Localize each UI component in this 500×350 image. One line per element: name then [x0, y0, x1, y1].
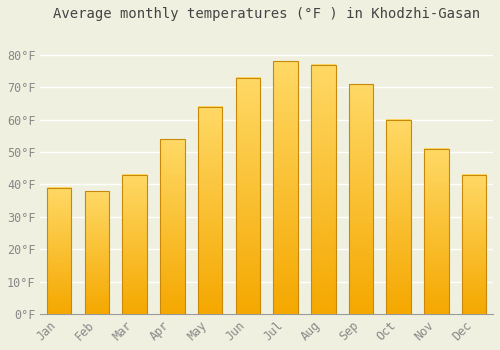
Bar — [274, 61, 298, 314]
Bar — [47, 188, 72, 314]
Bar — [311, 65, 336, 314]
Bar — [348, 84, 374, 314]
Bar — [122, 175, 147, 314]
Title: Average monthly temperatures (°F ) in Khodzhi-Gasan: Average monthly temperatures (°F ) in Kh… — [53, 7, 480, 21]
Bar — [160, 139, 184, 314]
Bar — [198, 107, 222, 314]
Bar — [462, 175, 486, 314]
Bar — [84, 191, 109, 314]
Bar — [386, 120, 411, 314]
Bar — [424, 149, 448, 314]
Bar — [236, 78, 260, 314]
